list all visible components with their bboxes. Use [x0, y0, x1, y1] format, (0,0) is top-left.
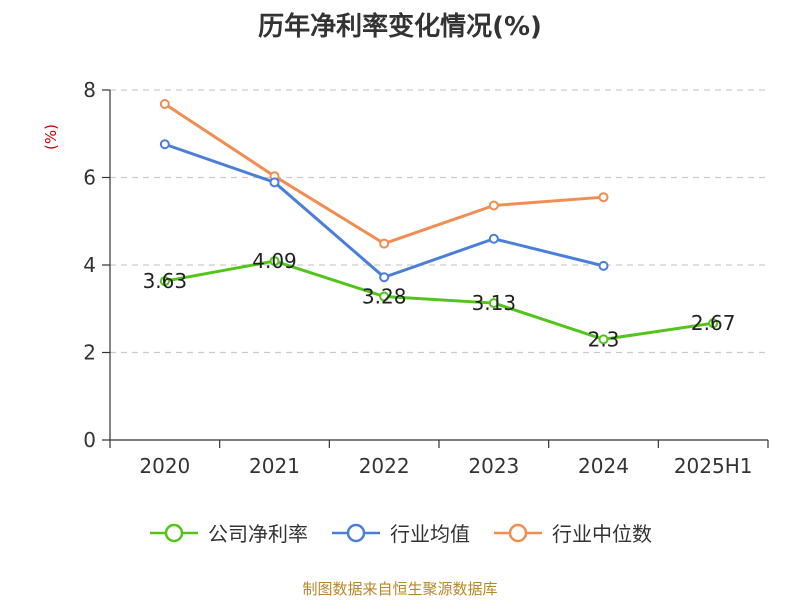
data-point: [598, 192, 609, 203]
data-label: 3.28: [362, 285, 407, 309]
y-tick-label: 2: [83, 341, 96, 365]
legend: 公司净利率 行业均值 行业中位数: [0, 518, 800, 547]
series-line-1: [164, 142, 604, 279]
data-point: [379, 238, 390, 249]
data-point: [488, 233, 499, 244]
series-layer: [159, 99, 719, 345]
legend-swatch: [332, 523, 380, 542]
legend-item[interactable]: 行业中位数: [492, 518, 652, 547]
data-label: 2.3: [588, 327, 620, 351]
legend-label: 公司净利率: [208, 522, 308, 546]
data-labels: 3.63 4.09 3.28 3.13 2.3 2.67: [143, 249, 736, 351]
x-tick-label: 2023: [468, 454, 519, 478]
x-tick-label: 2024: [578, 454, 629, 478]
data-point: [488, 298, 499, 309]
data-point: [598, 260, 609, 271]
y-tick-label: 6: [83, 166, 96, 190]
data-point: [379, 272, 390, 283]
data-point: [379, 291, 390, 302]
axes: 0 2 4 6 8 2020 2021 2022 2023 2024 2025H1: [83, 78, 769, 478]
data-label: 3.63: [143, 269, 188, 293]
series-line-2: [164, 102, 604, 246]
data-point: [159, 276, 170, 287]
data-point: [159, 139, 170, 150]
data-label: 4.09: [252, 249, 297, 273]
series-line-0: [164, 259, 714, 341]
legend-swatch: [150, 523, 198, 542]
grid-lines: [110, 89, 768, 354]
data-point: [269, 177, 280, 188]
x-tick-label: 2021: [249, 454, 300, 478]
data-point: [488, 200, 499, 211]
legend-swatch: [494, 523, 542, 542]
data-point: [598, 334, 609, 345]
data-label: 3.13: [472, 291, 517, 315]
data-point: [708, 318, 719, 329]
data-point: [159, 99, 170, 109]
data-label: 2.67: [691, 311, 736, 335]
source-note: 制图数据来自恒生聚源数据库: [302, 580, 498, 598]
legend-item[interactable]: 公司净利率: [148, 518, 308, 547]
chart-title: 历年净利率变化情况(%): [258, 12, 542, 42]
legend-label: 行业均值: [390, 522, 470, 546]
legend-item[interactable]: 行业均值: [330, 518, 470, 547]
data-point: [269, 256, 280, 267]
y-tick-label: 4: [83, 253, 96, 277]
y-tick-label: 8: [83, 78, 96, 102]
x-tick-label: 2020: [139, 454, 190, 478]
y-tick-label: 0: [83, 428, 96, 452]
x-tick-label: 2025H1: [674, 454, 753, 478]
legend-label: 行业中位数: [552, 522, 652, 546]
x-tick-label: 2022: [359, 454, 410, 478]
